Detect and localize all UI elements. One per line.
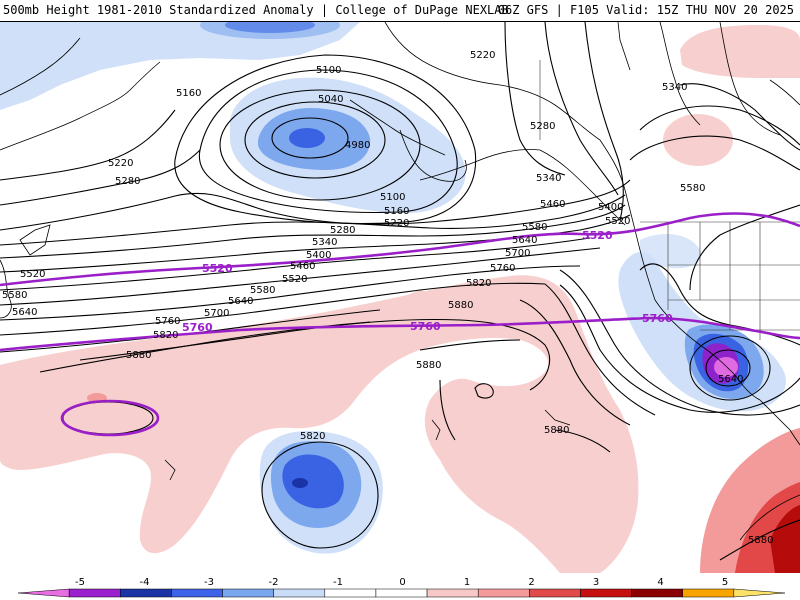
label-5640-mid: 5640 xyxy=(228,296,253,307)
colorbar-swatches xyxy=(17,588,786,598)
label-5820-south: 5820 xyxy=(300,431,325,442)
label-5880-east: 5880 xyxy=(448,300,473,311)
label-5220-east: 5220 xyxy=(470,50,495,61)
label-5520-purple-right: 5520 xyxy=(582,229,613,242)
us-state-borders xyxy=(539,60,800,340)
label-5340-east: 5340 xyxy=(536,173,561,184)
label-5460-mid: 5460 xyxy=(290,261,315,272)
label-5640-left: 5640 xyxy=(12,307,37,318)
model-run-label: 06Z GFS | F105 Valid: 15Z THU NOV 20 202… xyxy=(497,3,794,17)
colorbar-swatch xyxy=(477,588,530,598)
colorbar-swatch xyxy=(375,588,428,598)
label-5760-east: 5760 xyxy=(490,263,515,274)
colorbar-tick-label: 5 xyxy=(722,577,728,588)
colorbar: -5 -4 -3 -2 -1 0 1 2 3 4 5 xyxy=(0,573,800,600)
colorbar-swatch xyxy=(273,588,326,598)
colorbar-tick-label: -3 xyxy=(204,577,214,588)
highlight-contours xyxy=(0,212,800,437)
title-bar: 500mb Height 1981-2010 Standardized Anom… xyxy=(0,0,800,22)
colorbar-swatch xyxy=(529,588,581,598)
label-5400-east: 5400 xyxy=(598,202,623,213)
label-5520-left: 5520 xyxy=(20,269,45,280)
colorbar-swatch xyxy=(171,588,223,598)
label-5820-east: 5820 xyxy=(466,278,491,289)
label-5760-purple-right: 5760 xyxy=(642,312,673,325)
colorbar-tick-label: -1 xyxy=(333,577,343,588)
label-5580-left: 5580 xyxy=(2,290,27,301)
neg-anomaly-top-left xyxy=(0,22,360,110)
colorbar-tick-label: 3 xyxy=(593,577,599,588)
coastlines xyxy=(0,22,800,541)
contour-5760 xyxy=(0,316,800,352)
contour-labels: 5100 5040 4980 5100 5160 5220 5160 5220 … xyxy=(2,50,773,546)
label-5280-mid: 5280 xyxy=(330,225,355,236)
label-5520-purple-left: 5520 xyxy=(202,262,233,275)
label-5700-mid: 5700 xyxy=(204,308,229,319)
label-5100-top: 5100 xyxy=(316,65,341,76)
label-5280-left: 5280 xyxy=(115,176,140,187)
label-5640-low: 5640 xyxy=(718,374,743,385)
colorbar-tick-label: 1 xyxy=(464,577,470,588)
colorbar-arrow-right xyxy=(733,588,786,598)
label-5580-east: 5580 xyxy=(522,222,547,233)
anomaly-shading xyxy=(0,22,800,573)
label-5580-mid: 5580 xyxy=(250,285,275,296)
label-5760-purple-left: 5760 xyxy=(182,321,213,334)
label-4980: 4980 xyxy=(345,140,370,151)
label-5040: 5040 xyxy=(318,94,343,105)
colorbar-tick-label: -2 xyxy=(269,577,279,588)
colorbar-tick-label: -5 xyxy=(75,577,85,588)
colorbar-swatch xyxy=(631,588,683,598)
colorbar-tick-labels: -5 -4 -3 -2 -1 0 1 2 3 4 5 xyxy=(75,577,728,588)
label-5220-bottom: 5220 xyxy=(384,218,409,229)
colorbar-swatch xyxy=(426,588,479,598)
map-title: 500mb Height 1981-2010 Standardized Anom… xyxy=(3,3,509,17)
label-5280-east: 5280 xyxy=(530,121,555,132)
pos-anomaly-east xyxy=(663,114,733,166)
anomaly-map: 5100 5040 4980 5100 5160 5220 5160 5220 … xyxy=(0,22,800,573)
height-contours xyxy=(0,22,800,561)
colorbar-swatch xyxy=(682,588,735,598)
label-5520-east: 5520 xyxy=(605,216,630,227)
label-5340-ne: 5340 xyxy=(662,82,687,93)
colorbar-tick-label: 0 xyxy=(399,577,405,588)
colorbar-swatch xyxy=(222,588,274,598)
label-5880-southeast: 5880 xyxy=(748,535,773,546)
label-5520-mid: 5520 xyxy=(282,274,307,285)
label-5760-mid: 5760 xyxy=(155,316,180,327)
colorbar-tick-label: -4 xyxy=(140,577,150,588)
colorbar-tick-label: 4 xyxy=(657,577,663,588)
label-5160-bottom: 5160 xyxy=(384,206,409,217)
contour-5520 xyxy=(0,212,800,287)
colorbar-tick-label: 2 xyxy=(528,577,534,588)
label-5640-east: 5640 xyxy=(512,235,537,246)
label-5460-east: 5460 xyxy=(540,199,565,210)
label-5760-purple-mid: 5760 xyxy=(410,320,441,333)
colorbar-swatch xyxy=(68,588,121,598)
label-5400-mid: 5400 xyxy=(306,250,331,261)
label-5340-mid: 5340 xyxy=(312,237,337,248)
colorbar-swatch xyxy=(120,588,172,598)
label-5580-ne: 5580 xyxy=(680,183,705,194)
contour-5760-closed xyxy=(60,399,160,437)
label-5160-left: 5160 xyxy=(176,88,201,99)
label-5100-bottom: 5100 xyxy=(380,192,405,203)
label-5700-east: 5700 xyxy=(505,248,530,259)
colorbar-swatch xyxy=(580,588,632,598)
label-5880-south-2: 5880 xyxy=(544,425,569,436)
pos-anomaly-top-right xyxy=(680,25,800,78)
label-5880-mid: 5880 xyxy=(126,350,151,361)
label-5880-south-1: 5880 xyxy=(416,360,441,371)
colorbar-swatch xyxy=(324,588,377,598)
label-5820-mid: 5820 xyxy=(153,330,178,341)
label-5220-left: 5220 xyxy=(108,158,133,169)
